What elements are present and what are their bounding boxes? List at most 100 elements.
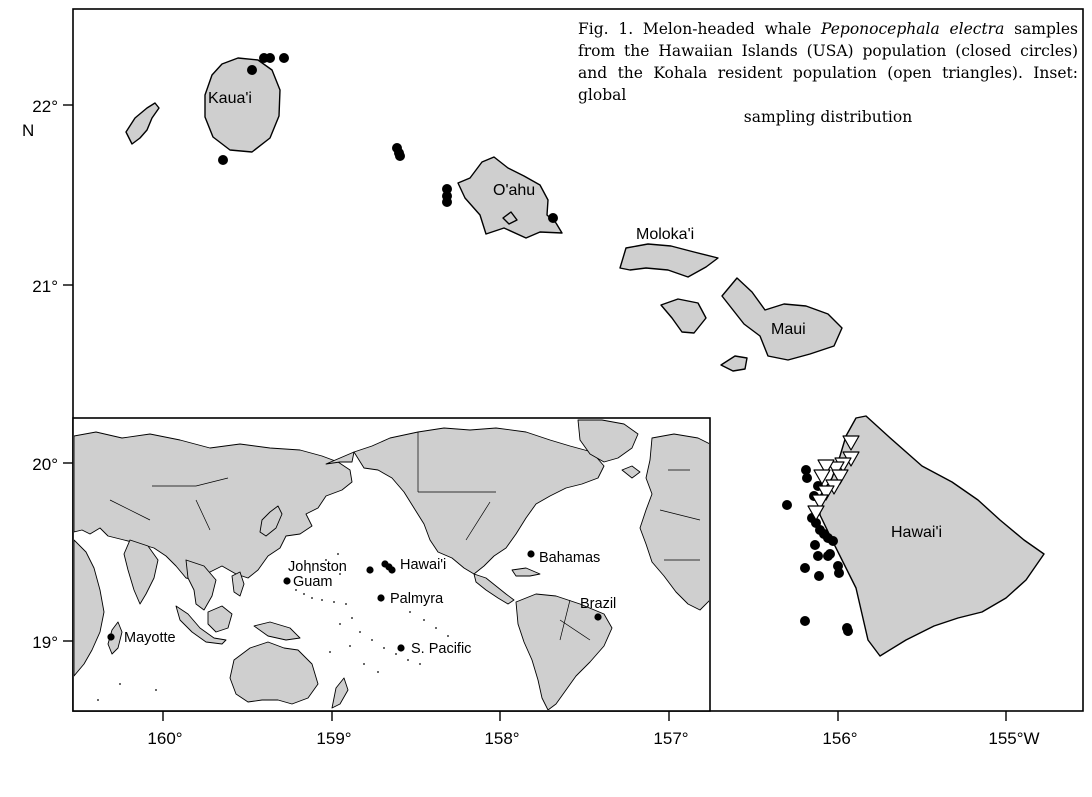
sample-circle	[218, 155, 228, 165]
label-hawaii: Hawai'i	[891, 524, 942, 541]
x-tick-label-155w: 155°W	[988, 729, 1039, 748]
island-maui	[721, 277, 843, 361]
closed-circle-samples	[218, 53, 853, 636]
island-kahoolawe	[720, 355, 748, 372]
sample-circle	[801, 465, 811, 475]
y-unit-label: N	[22, 121, 34, 140]
inset-land-india	[123, 539, 159, 605]
inset-point-hawaii	[388, 566, 396, 574]
sample-circle	[802, 473, 812, 483]
inset-point-mayotte	[107, 633, 115, 641]
label-maui: Maui	[771, 321, 806, 338]
sample-triangle	[811, 494, 829, 510]
inset-land-madagascar	[107, 621, 123, 655]
inset-land-north-america	[353, 427, 605, 575]
inset-label-johnston: Johnston	[288, 559, 347, 575]
island-kauai	[204, 57, 281, 153]
sample-circle	[442, 184, 452, 194]
inset-label-brazil: Brazil	[580, 596, 616, 612]
inset-sample-points	[107, 550, 602, 652]
sample-circle	[395, 151, 405, 161]
inset-point-palmyra	[377, 594, 385, 602]
sample-triangle	[831, 469, 849, 485]
inset-point-south-pacific	[397, 644, 405, 652]
sample-circle	[782, 500, 792, 510]
inset-label-hawaii: Hawai'i	[400, 557, 446, 573]
inset-point-johnston	[366, 566, 374, 574]
inset-borders	[109, 432, 701, 641]
oahu-pearl-harbor	[502, 211, 518, 225]
sample-circle	[800, 616, 810, 626]
sample-circle	[813, 551, 823, 561]
inset-point-bahamas	[527, 550, 535, 558]
island-lanai	[660, 298, 707, 334]
label-molokai: Moloka'i	[636, 226, 694, 243]
sample-triangle	[807, 505, 825, 521]
inset-land-europe-africa-east	[639, 433, 709, 611]
inset-world-map: Johnston Guam Hawai'i Palmyra Bahamas Br…	[72, 417, 711, 712]
sample-circle	[814, 571, 824, 581]
sample-circle	[825, 549, 835, 559]
sample-triangle	[842, 435, 860, 451]
caption-prefix: Fig. 1. Melon-headed whale	[578, 20, 822, 38]
sample-circle	[800, 563, 810, 573]
inset-land-alaska	[325, 451, 355, 465]
inset-land-greenland	[577, 419, 639, 463]
sample-circle	[828, 536, 838, 546]
inset-land-africa	[74, 539, 105, 677]
open-triangle-samples	[807, 435, 860, 521]
hawaiian-islands	[125, 57, 1045, 657]
sample-circle	[548, 213, 558, 223]
sample-triangle	[817, 485, 835, 501]
inset-land-iceland	[621, 465, 641, 479]
y-tick-label-21: 21°	[32, 277, 58, 296]
caption-body: samples from the Hawaiian Islands (USA) …	[578, 20, 1078, 104]
inset-land-philippines	[231, 571, 245, 597]
inset-label-mayotte: Mayotte	[124, 630, 176, 646]
y-tick-label-22: 22°	[32, 97, 58, 116]
sample-circle	[442, 197, 452, 207]
sample-triangle	[827, 461, 845, 477]
inset-label-south-pacific: S. Pacific	[411, 641, 471, 657]
sample-circle	[834, 568, 844, 578]
x-tick-label-159: 159°	[316, 729, 351, 748]
caption-last-line: sampling distribution	[743, 108, 913, 126]
y-tick-label-19: 19°	[32, 633, 58, 652]
sample-triangle	[813, 469, 831, 485]
sample-circle	[843, 626, 853, 636]
inset-label-bahamas: Bahamas	[539, 550, 600, 566]
label-kauai: Kaua'i	[208, 90, 252, 107]
caption-species: Peponocephala electra	[821, 20, 1005, 38]
x-tick-label-156: 156°	[822, 729, 857, 748]
x-tick-label-158: 158°	[484, 729, 519, 748]
figure-caption: Fig. 1. Melon-headed whale Peponocephala…	[578, 18, 1078, 128]
inset-land-cuba	[511, 567, 541, 577]
y-tick-label-20: 20°	[32, 455, 58, 474]
sample-circle	[247, 65, 257, 75]
inset-land-new-guinea	[253, 621, 301, 641]
inset-point-guam	[283, 577, 291, 585]
inset-land-central-america	[473, 573, 515, 605]
inset-label-guam: Guam	[293, 574, 333, 590]
inset-land-australia	[229, 641, 319, 705]
inset-land-indochina	[185, 559, 217, 611]
x-tick-label-160: 160°	[147, 729, 182, 748]
island-molokai	[619, 243, 719, 278]
inset-small-islands	[97, 553, 449, 701]
sample-triangle	[817, 459, 835, 475]
x-tick-label-157: 157°	[653, 729, 688, 748]
inset-point-brazil	[594, 613, 602, 621]
sample-circle	[279, 53, 289, 63]
inset-label-palmyra: Palmyra	[390, 591, 444, 607]
inset-land-borneo	[207, 605, 233, 633]
sample-circle	[265, 53, 275, 63]
y-axis	[63, 104, 73, 642]
inset-land-japan	[259, 505, 283, 537]
inset-land-sumatra-java	[175, 605, 227, 645]
inset-land-south-america	[515, 593, 613, 710]
x-axis	[162, 711, 1007, 721]
label-oahu: O'ahu	[493, 182, 535, 199]
island-hawaii	[819, 415, 1045, 657]
island-niihau	[125, 102, 160, 145]
